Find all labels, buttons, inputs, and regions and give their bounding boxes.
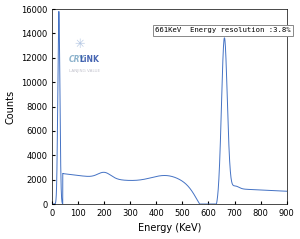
Text: ✳: ✳ xyxy=(74,38,85,51)
Y-axis label: Counts: Counts xyxy=(6,89,16,124)
Text: LANJING VALUE: LANJING VALUE xyxy=(69,70,100,73)
Text: LiNK: LiNK xyxy=(79,55,99,64)
X-axis label: Energy (KeV): Energy (KeV) xyxy=(138,223,201,234)
Text: 661KeV  Energy resolution :3.8%: 661KeV Energy resolution :3.8% xyxy=(155,27,291,33)
Text: CRY: CRY xyxy=(69,55,85,64)
